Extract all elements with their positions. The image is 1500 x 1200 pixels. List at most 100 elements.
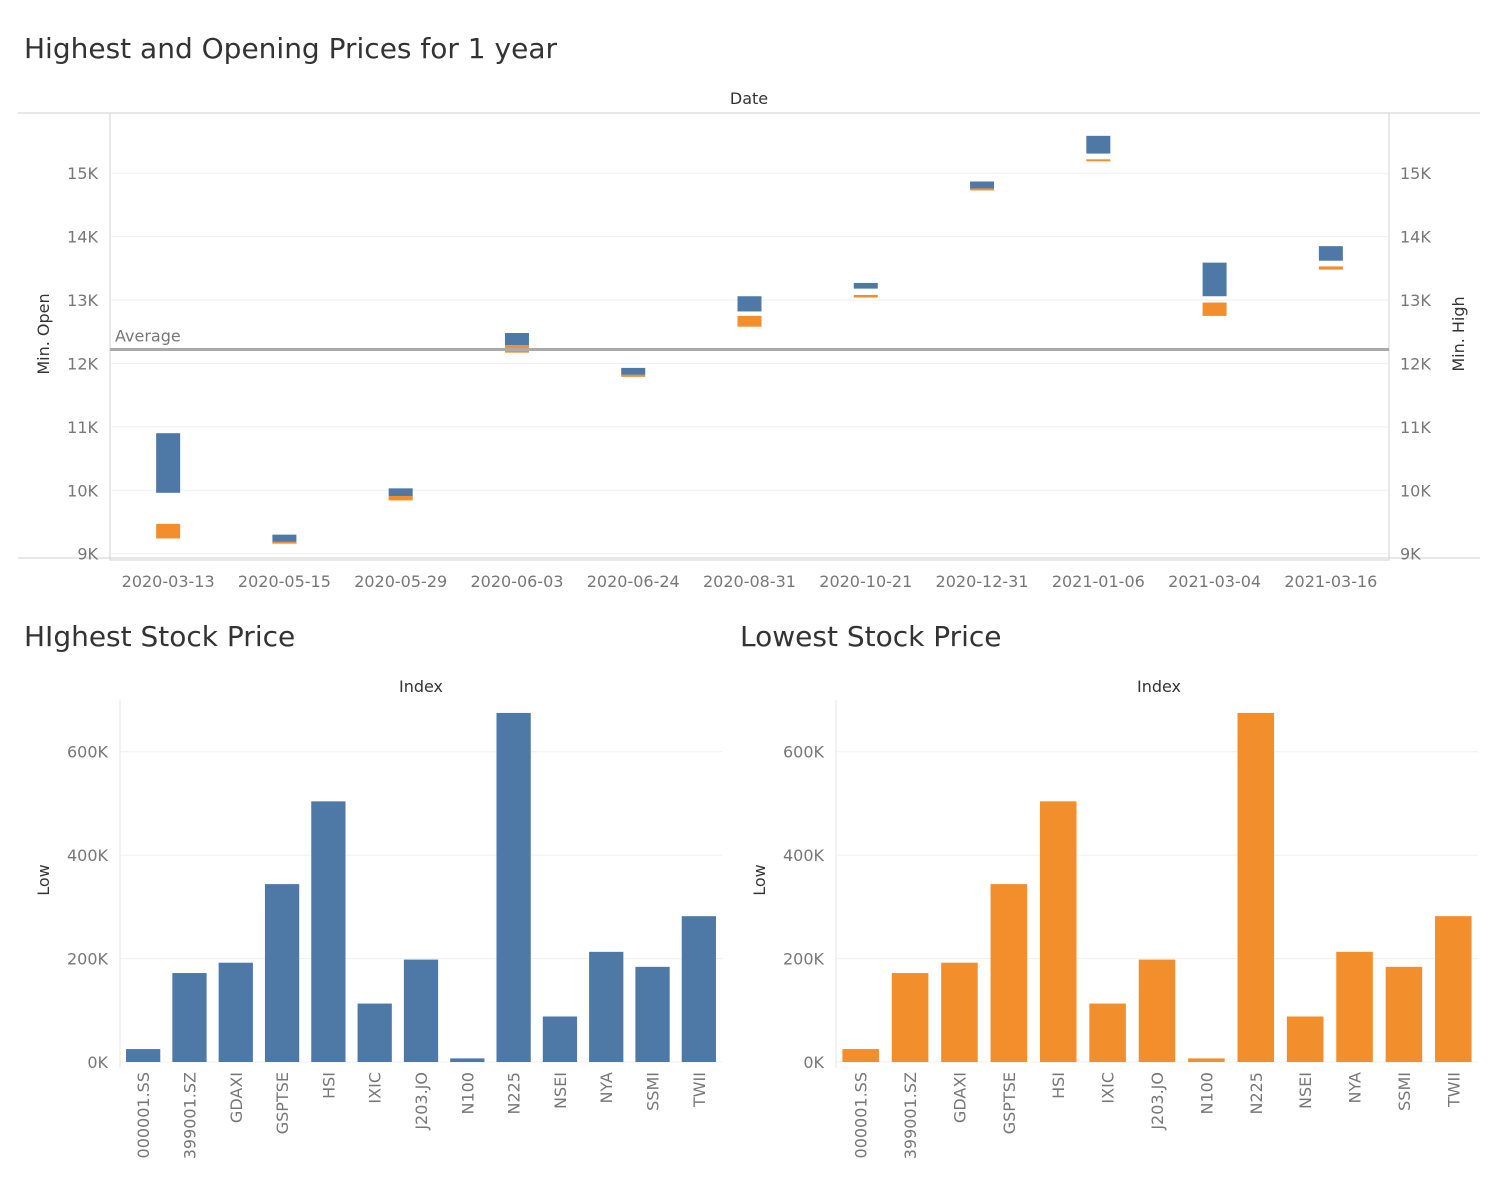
top-x-tick: 2020-05-29 (354, 572, 447, 591)
bar-x-tick: SSMI (1395, 1072, 1414, 1111)
high-range-bar (854, 283, 878, 289)
bar-n225 (1237, 713, 1274, 1062)
high-range-bar (389, 488, 413, 496)
top-x-tick: 2020-10-21 (819, 572, 912, 591)
bar-x-tick: J203.JO (412, 1072, 431, 1131)
bar-x-tick: J203.JO (1148, 1072, 1167, 1131)
bar-nsei (543, 1016, 577, 1062)
top-y-tick-right: 11K (1400, 418, 1431, 437)
highest-price-chart: Index Low 0K 200K 400K 600K 000001.SS 399001.… (0, 600, 750, 1200)
bar-x-tick: TWII (690, 1072, 709, 1108)
top-y-tick-right: 14K (1400, 228, 1431, 247)
top-y-tick-left: 10K (67, 481, 98, 500)
highest-x-axis-title: Index (399, 677, 443, 696)
top-y-tick-right: 12K (1400, 354, 1431, 373)
bar-y-tick: 400K (783, 846, 825, 865)
bar-x-tick: 000001.SS (852, 1072, 871, 1158)
bar-x-tick: 000001.SS (134, 1072, 153, 1158)
high-range-bar (621, 368, 645, 375)
bar-399001-sz (892, 973, 929, 1062)
bar-x-tick: N225 (1247, 1072, 1266, 1115)
high-range-bar (505, 333, 529, 345)
bar-x-tick: NSEI (551, 1072, 570, 1109)
bar-nya (589, 952, 623, 1062)
bar-gsptse (991, 884, 1028, 1062)
bar-x-tick: TWII (1444, 1072, 1463, 1108)
bar-n100 (1188, 1058, 1225, 1062)
bar-n225 (496, 713, 530, 1062)
top-x-tick: 2020-08-31 (703, 572, 796, 591)
open-range-bar (272, 542, 296, 544)
top-x-tick: 2021-03-16 (1284, 572, 1377, 591)
bar-y-tick: 200K (783, 950, 825, 969)
bar-ixic (1089, 1004, 1126, 1062)
top-y-tick-left: 14K (67, 228, 98, 247)
bar-x-tick: 399001.SZ (901, 1072, 920, 1159)
open-range-bar (1086, 159, 1110, 161)
bar-x-tick: NYA (597, 1072, 616, 1104)
bar-j203-jo (1139, 960, 1176, 1062)
top-y-tick-right: 10K (1400, 481, 1431, 500)
top-y-tick-left: 9K (77, 545, 98, 564)
open-range-bar (1319, 266, 1343, 269)
open-range-bar (738, 316, 762, 327)
bar-y-tick: 600K (783, 743, 825, 762)
top-y-tick-right: 13K (1400, 291, 1431, 310)
top-x-tick: 2020-06-03 (470, 572, 563, 591)
top-x-axis-title: Date (730, 89, 768, 108)
bar-x-tick: SSMI (644, 1072, 663, 1111)
high-range-bar (1086, 136, 1110, 154)
open-range-bar (156, 524, 180, 539)
bar-gdaxi (941, 963, 978, 1062)
lowest-x-axis-title: Index (1137, 677, 1181, 696)
top-x-tick: 2021-01-06 (1052, 572, 1145, 591)
open-range-bar (970, 188, 994, 190)
top-chart: Date Min. Open Min. High 9K 9K 10K 10K 11K 11… (0, 0, 1500, 600)
open-range-bar (389, 496, 413, 500)
high-range-bar (156, 433, 180, 493)
highest-y-axis-title: Low (34, 864, 53, 896)
bar-y-tick: 600K (67, 743, 109, 762)
top-y-tick-right: 15K (1400, 164, 1431, 183)
bar-ixic (358, 1004, 392, 1062)
top-y-tick-left: 12K (67, 354, 98, 373)
bar-nsei (1287, 1016, 1324, 1062)
bar-x-tick: N100 (458, 1072, 477, 1115)
top-x-tick: 2020-12-31 (936, 572, 1029, 591)
high-range-bar (1203, 263, 1227, 297)
bar-x-tick: GDAXI (950, 1072, 969, 1123)
top-y-tick-left: 11K (67, 418, 98, 437)
top-y-tick-right: 9K (1400, 545, 1421, 564)
bar-x-tick: IXIC (1099, 1072, 1118, 1104)
bar-x-tick: 399001.SZ (180, 1072, 199, 1159)
bar-y-tick: 200K (67, 950, 109, 969)
lowest-y-axis-title: Low (750, 864, 769, 896)
top-x-tick: 2020-05-15 (238, 572, 331, 591)
bar-ssmi (1386, 967, 1423, 1062)
top-plot-frame (110, 113, 1389, 560)
average-label: Average (115, 326, 181, 345)
bar-twii (682, 916, 716, 1062)
bar-000001-ss (842, 1049, 879, 1062)
lowest-price-chart: Index Low 0K 200K 400K 600K 000001.SS 399001.… (750, 600, 1500, 1200)
bar-y-tick: 0K (803, 1053, 824, 1072)
top-y-tick-left: 15K (67, 164, 98, 183)
bar-hsi (311, 801, 345, 1062)
open-range-bar (621, 375, 645, 377)
bar-x-tick: GSPTSE (1000, 1072, 1019, 1134)
bar-hsi (1040, 801, 1077, 1062)
open-range-bar (854, 295, 878, 298)
bar-gsptse (265, 884, 299, 1062)
bar-000001-ss (126, 1049, 160, 1062)
bar-twii (1435, 916, 1472, 1062)
top-y-axis-title-left: Min. Open (34, 293, 53, 374)
top-x-tick: 2021-03-04 (1168, 572, 1261, 591)
bar-x-tick: HSI (1049, 1072, 1068, 1099)
open-range-bar (1203, 303, 1227, 316)
bar-n100 (450, 1058, 484, 1062)
bar-gdaxi (219, 963, 253, 1062)
bar-x-tick: NYA (1346, 1072, 1365, 1104)
top-y-axis-title-right: Min. High (1449, 296, 1468, 371)
bar-y-tick: 0K (87, 1053, 108, 1072)
bar-x-tick: NSEI (1296, 1072, 1315, 1109)
